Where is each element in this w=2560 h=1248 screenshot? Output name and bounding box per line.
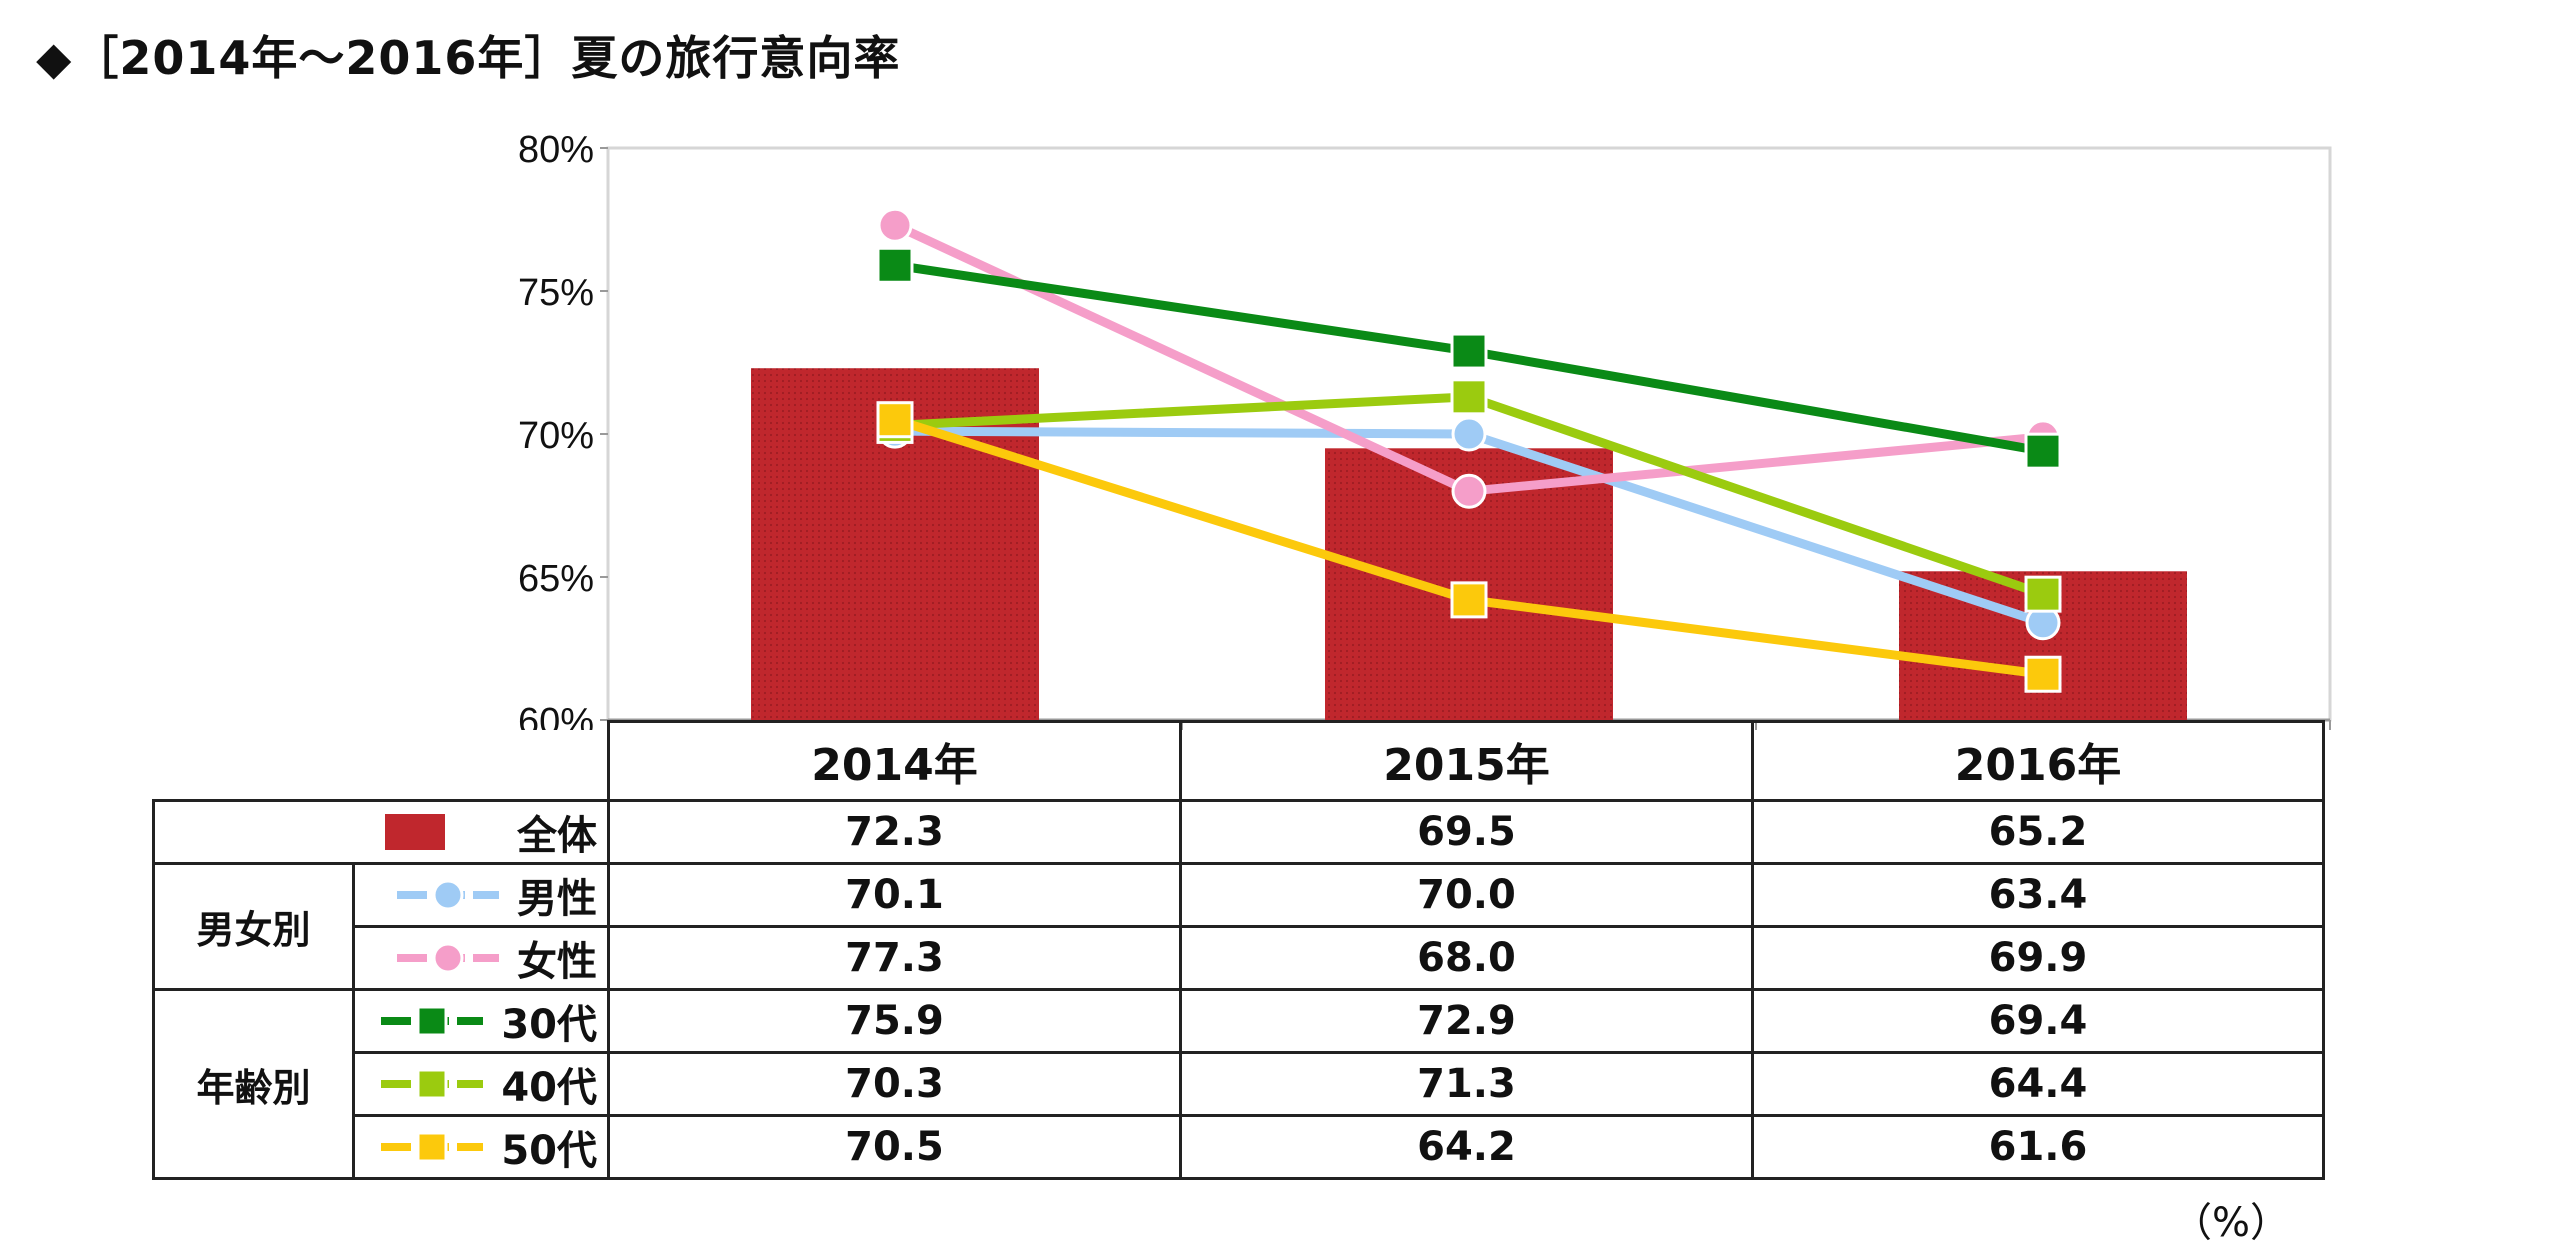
table-cell: 71.3 — [1179, 1052, 1754, 1117]
chart-title: ◆［2014年～2016年］夏の旅行意向率 — [36, 31, 901, 85]
legend-cell-30s: 30代 — [352, 988, 610, 1054]
table-header-2014: 2014年 — [607, 720, 1182, 802]
legend-line-marker — [397, 942, 499, 974]
legend-label: 女性 — [517, 939, 597, 985]
point-50代 — [2024, 655, 2062, 693]
legend-cell-50s: 50代 — [352, 1115, 610, 1180]
point-30代 — [876, 246, 914, 284]
table-header-row: 2014年 2015年 2016年 — [153, 720, 2325, 802]
table-row: 50代 70.5 64.2 61.6 — [154, 1115, 2325, 1180]
table-cell: 65.2 — [1751, 799, 2325, 865]
point-40代 — [2024, 575, 2062, 613]
legend-label: 男性 — [517, 876, 597, 922]
point-女性 — [1451, 473, 1487, 509]
table-row: 40代 70.3 71.3 64.4 — [154, 1052, 2325, 1117]
table-cell: 64.2 — [1179, 1115, 1754, 1180]
legend-bar-swatch — [385, 814, 445, 850]
legend-line-marker — [381, 1068, 484, 1100]
y-tick-label: 75% — [518, 272, 594, 314]
legend-line-marker — [381, 1005, 484, 1037]
table-cell: 70.5 — [607, 1115, 1182, 1180]
y-tick-label: 70% — [518, 415, 594, 457]
table-header-2016: 2016年 — [1751, 720, 2325, 802]
unit-label: （%） — [2171, 1200, 2290, 1246]
point-女性 — [877, 207, 913, 243]
data-table: 2014年 2015年 2016年 全体 72.3 69.5 65.2 男女別 … — [152, 720, 2325, 1180]
table-header-2015: 2015年 — [1179, 720, 1754, 802]
legend-label: 50代 — [501, 1128, 597, 1174]
table-cell: 63.4 — [1751, 862, 2325, 928]
table-corner — [153, 721, 610, 802]
table-cell: 64.4 — [1751, 1052, 2325, 1117]
table-group-gender: 男女別 — [152, 862, 355, 991]
table-cell: 70.3 — [607, 1052, 1182, 1117]
y-tick-label: 80% — [518, 129, 594, 171]
combo-chart: 60%65%70%75%80% — [518, 129, 2332, 730]
point-50代 — [1450, 581, 1488, 619]
y-tick-label: 65% — [518, 558, 594, 600]
table-cell: 69.5 — [1179, 799, 1754, 865]
table-cell: 77.3 — [607, 926, 1182, 991]
point-30代 — [1450, 332, 1488, 370]
table-cell: 75.9 — [607, 988, 1182, 1054]
table-group-age: 年齢別 — [152, 988, 355, 1180]
table-cell: 68.0 — [1179, 926, 1754, 991]
point-50代 — [876, 401, 914, 439]
table-cell: 69.9 — [1751, 926, 2325, 991]
point-40代 — [1450, 378, 1488, 416]
table-cell: 70.1 — [607, 862, 1182, 928]
table-row: 男女別 男性 70.1 70.0 63.4 — [152, 862, 2325, 991]
table-row: 女性 77.3 68.0 69.9 — [154, 926, 2325, 991]
table-cell: 70.0 — [1179, 862, 1754, 928]
legend-cell-total: 全体 — [152, 799, 610, 865]
table-cell: 72.9 — [1179, 988, 1754, 1054]
legend-cell-40s: 40代 — [352, 1052, 610, 1117]
point-男性 — [1451, 416, 1487, 452]
legend-label: 30代 — [501, 1002, 597, 1048]
legend-cell-female: 女性 — [352, 926, 610, 991]
legend-label: 全体 — [517, 813, 597, 859]
table-cell: 69.4 — [1751, 988, 2325, 1054]
point-30代 — [2024, 432, 2062, 470]
legend-label: 40代 — [501, 1065, 597, 1111]
table-cell: 61.6 — [1751, 1115, 2325, 1180]
legend-line-marker — [397, 879, 499, 911]
table-row: 年齢別 30代 75.9 72.9 69.4 — [152, 988, 2325, 1180]
table-cell: 72.3 — [607, 799, 1182, 865]
legend-cell-male: 男性 — [352, 862, 610, 928]
table-row: 全体 72.3 69.5 65.2 — [152, 799, 2325, 865]
legend-line-marker — [381, 1131, 484, 1163]
